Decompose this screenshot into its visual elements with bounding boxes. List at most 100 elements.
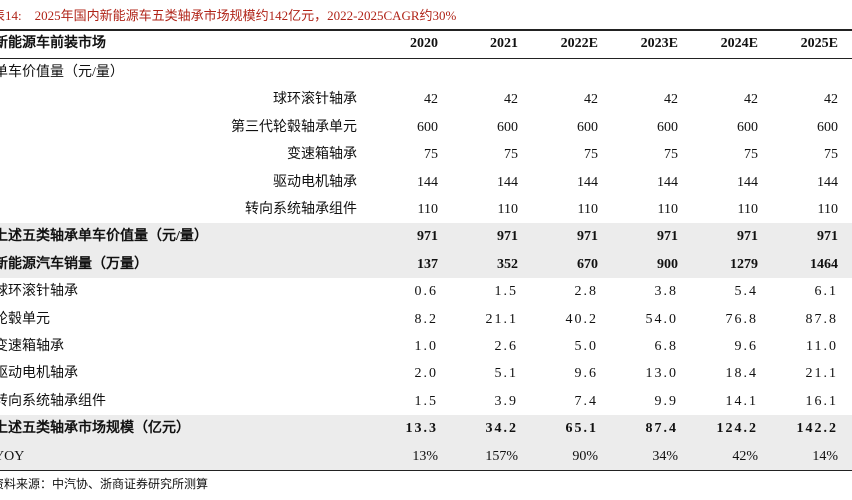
- cell: 18.4: [725, 366, 758, 382]
- header-cell: 2020: [410, 36, 438, 51]
- header-cell: 2025E: [800, 36, 838, 51]
- bottom-rule: [0, 470, 852, 471]
- cell: 6.8: [654, 339, 678, 354]
- cell: 1.0: [414, 339, 438, 354]
- row-label: 第三代轮毂轴承单元: [231, 119, 357, 135]
- row-label: 转向系统轴承组件: [0, 393, 106, 409]
- cell: 352: [497, 256, 518, 272]
- cell: 13.3: [405, 421, 438, 437]
- header-rule: [0, 58, 852, 59]
- header-cell: 2024E: [720, 36, 758, 51]
- cell: 2.6: [494, 339, 518, 354]
- row-shade: [0, 442, 852, 470]
- cell: 34.2: [485, 421, 518, 437]
- row-label: 上述五类轴承市场规模（亿元）: [0, 421, 190, 437]
- cell: 8.2: [414, 311, 438, 327]
- cell: 34%: [652, 448, 678, 464]
- cell: 42: [424, 92, 438, 108]
- cell: 13.0: [645, 366, 678, 382]
- row-label: 变速箱轴承: [0, 339, 64, 354]
- cell: 124.2: [716, 421, 758, 437]
- cell: 144: [417, 174, 438, 190]
- cell: 90%: [572, 448, 598, 464]
- cell: 14%: [812, 448, 838, 464]
- cell: 5.1: [494, 366, 518, 382]
- cell: 110: [817, 202, 838, 217]
- header-cell: 2023E: [640, 36, 678, 51]
- cell: 75: [424, 147, 438, 163]
- cell: 110: [657, 202, 678, 217]
- cell: 13%: [412, 448, 438, 464]
- row-shade: [0, 250, 852, 279]
- row-label: 球环滚针轴承: [0, 284, 78, 300]
- header-cell: 2021: [490, 36, 518, 51]
- cell: 971: [417, 229, 438, 245]
- cell: 65.1: [565, 421, 598, 437]
- cell: 21.1: [805, 366, 838, 382]
- cell: 42: [504, 92, 518, 108]
- cell: 9.6: [734, 339, 758, 354]
- row-shade: [0, 223, 852, 251]
- cell: 971: [817, 229, 838, 245]
- cell: 75: [664, 147, 678, 163]
- cell: 87.8: [805, 311, 838, 327]
- cell: 5.0: [574, 339, 598, 354]
- cell: 21.1: [485, 311, 518, 327]
- cell: 54.0: [645, 311, 678, 327]
- cell: 3.9: [494, 393, 518, 409]
- cell: 144: [737, 174, 758, 190]
- cell: 2.0: [414, 366, 438, 382]
- cell: 2.8: [574, 284, 598, 300]
- cell: 1.5: [414, 393, 438, 409]
- cell: 110: [417, 202, 438, 217]
- cell: 144: [577, 174, 598, 190]
- cell: 600: [497, 119, 518, 135]
- cell: 110: [497, 202, 518, 217]
- cell: 600: [817, 119, 838, 135]
- source-note: 资料来源：中汽协、浙商证券研究所测算: [0, 477, 209, 491]
- row-label: 驱动电机轴承: [0, 366, 78, 382]
- cell: 9.9: [654, 393, 678, 409]
- cell: 42: [664, 92, 678, 108]
- table-title: 表14: 2025年国内新能源车五类轴承市场规模约142亿元，2022-2025…: [0, 8, 457, 23]
- cell: 11.0: [806, 339, 838, 354]
- cell: 971: [657, 229, 678, 245]
- header-cell: 2022E: [560, 36, 598, 51]
- cell: 144: [817, 174, 838, 190]
- row-label: 球环滚针轴承: [273, 92, 357, 108]
- header-cell: 新能源车前装市场: [0, 36, 106, 51]
- cell: 3.8: [654, 284, 678, 300]
- cell: 1464: [810, 256, 838, 272]
- cell: 16.1: [805, 393, 838, 409]
- row-label: 单车价值量（元/量）: [0, 65, 124, 80]
- cell: 42: [824, 92, 838, 108]
- row-label: 变速箱轴承: [287, 147, 357, 163]
- cell: 0.6: [414, 284, 438, 300]
- cell: 75: [744, 147, 758, 163]
- row-label: 上述五类轴承单车价值量（元/量）: [0, 229, 208, 245]
- row-label: 轮毂单元: [0, 311, 50, 327]
- row-label: 新能源汽车销量（万量）: [0, 256, 148, 272]
- cell: 9.6: [574, 366, 598, 382]
- top-rule: [0, 29, 852, 31]
- cell: 1279: [730, 256, 758, 272]
- cell: 110: [577, 202, 598, 217]
- cell: 971: [497, 229, 518, 245]
- cell: 87.4: [645, 421, 678, 437]
- row-label: YOY: [0, 448, 25, 464]
- row-label: 转向系统轴承组件: [245, 202, 357, 217]
- cell: 75: [584, 147, 598, 163]
- cell: 110: [737, 202, 758, 217]
- cell: 142.2: [796, 421, 838, 437]
- cell: 14.1: [725, 393, 758, 409]
- cell: 6.1: [814, 284, 838, 300]
- cell: 600: [577, 119, 598, 135]
- row-shade: [0, 415, 852, 443]
- cell: 600: [657, 119, 678, 135]
- cell: 75: [824, 147, 838, 163]
- row-label: 驱动电机轴承: [273, 174, 357, 190]
- cell: 42: [744, 92, 758, 108]
- cell: 144: [497, 174, 518, 190]
- cell: 5.4: [734, 284, 758, 300]
